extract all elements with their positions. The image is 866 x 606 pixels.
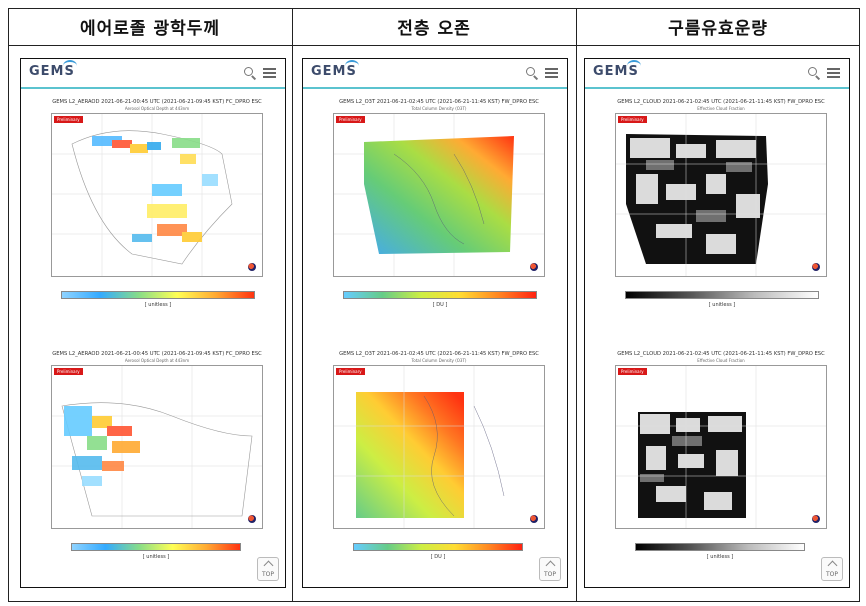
preliminary-badge: Preliminary (618, 368, 647, 375)
app-header: GEMS (303, 59, 567, 89)
map-image[interactable]: Preliminary (333, 113, 545, 277)
chevron-up-icon (827, 560, 838, 571)
product-subtitle: Aerosol Optical Depth at 443nm (124, 106, 190, 111)
app-header: GEMS (585, 59, 849, 89)
aerosol-map-graphic (52, 114, 262, 276)
colorbar (343, 291, 537, 299)
app-header: GEMS (21, 59, 285, 89)
search-icon[interactable] (243, 66, 257, 80)
cloud-map-panel-2: GEMS L2_CLOUD 2021-06-21-02:45 UTC (2021… (615, 351, 827, 541)
preliminary-badge: Preliminary (54, 116, 83, 123)
map-image[interactable]: Preliminary (615, 113, 827, 277)
aerosol-map-panel-1: GEMS L2_AERAOD 2021-06-21-00:45 UTC (202… (51, 99, 263, 289)
ozone-map-panel-2: GEMS L2_O3T 2021-06-21-02:45 UTC (2021-0… (333, 351, 545, 541)
search-icon[interactable] (525, 66, 539, 80)
kma-logo (248, 263, 256, 271)
cloud-map-graphic (616, 114, 826, 276)
gems-logo[interactable]: GEMS (593, 60, 641, 79)
product-subtitle: Aerosol Optical Depth at 443nm (124, 358, 190, 363)
colorbar (635, 543, 805, 551)
product-subtitle: Effective Cloud Fraction (697, 106, 745, 111)
product-title: GEMS L2_O3T 2021-06-21-02:45 UTC (2021-0… (339, 99, 539, 105)
header-cloud: 구름유효운량 (576, 8, 860, 46)
scroll-top-button[interactable]: TOP (821, 557, 843, 581)
gems-logo[interactable]: GEMS (29, 60, 77, 79)
map-image[interactable]: Preliminary (333, 365, 545, 529)
colorbar-label: [ unitless ] (142, 554, 170, 560)
ozone-map-graphic (334, 114, 544, 276)
kma-logo (530, 263, 538, 271)
colorbar (353, 543, 523, 551)
preliminary-badge: Preliminary (336, 368, 365, 375)
menu-icon[interactable] (263, 66, 277, 80)
product-subtitle: Effective Cloud Fraction (697, 358, 745, 363)
search-icon[interactable] (807, 66, 821, 80)
colorbar-label: [ DU ] (432, 302, 448, 308)
cloud-map-graphic (616, 366, 826, 528)
product-subtitle: Total Column Density (O3T) (411, 106, 467, 111)
product-subtitle: Total Column Density (O3T) (411, 358, 467, 363)
comparison-table (8, 8, 860, 602)
colorbar-label: [ unitless ] (708, 302, 736, 308)
map-image[interactable]: Preliminary (51, 113, 263, 277)
aerosol-map-graphic (52, 366, 262, 528)
colorbar (71, 543, 241, 551)
kma-logo (812, 263, 820, 271)
preliminary-badge: Preliminary (54, 368, 83, 375)
kma-logo (812, 515, 820, 523)
menu-icon[interactable] (827, 66, 841, 80)
phone-ozone: GEMS GEMS L2_O3T 2021-06-21-02:45 UTC (2… (302, 58, 568, 588)
map-image[interactable]: Preliminary (51, 365, 263, 529)
map-image[interactable]: Preliminary (615, 365, 827, 529)
preliminary-badge: Preliminary (336, 116, 365, 123)
column-divider (292, 8, 293, 602)
header-ozone: 전층 오존 (292, 8, 576, 46)
phone-aerosol: GEMS GEMS L2_AERAOD 2021-06-21-00:45 UTC… (20, 58, 286, 588)
column-divider (576, 8, 577, 602)
aerosol-map-panel-2: GEMS L2_AERAOD 2021-06-21-00:45 UTC (202… (51, 351, 263, 541)
scroll-top-button[interactable]: TOP (257, 557, 279, 581)
ozone-map-panel-1: GEMS L2_O3T 2021-06-21-02:45 UTC (2021-0… (333, 99, 545, 289)
product-title: GEMS L2_O3T 2021-06-21-02:45 UTC (2021-0… (339, 351, 539, 357)
colorbar-label: [ DU ] (430, 554, 446, 560)
colorbar (625, 291, 819, 299)
menu-icon[interactable] (545, 66, 559, 80)
colorbar (61, 291, 255, 299)
phone-cloud: GEMS GEMS L2_CLOUD 2021-06-21-02:45 UTC … (584, 58, 850, 588)
product-title: GEMS L2_CLOUD 2021-06-21-02:45 UTC (2021… (617, 99, 825, 105)
colorbar-label: [ unitless ] (144, 302, 172, 308)
product-title: GEMS L2_CLOUD 2021-06-21-02:45 UTC (2021… (617, 351, 825, 357)
product-title: GEMS L2_AERAOD 2021-06-21-00:45 UTC (202… (52, 99, 262, 105)
header-aerosol: 에어로졸 광학두께 (8, 8, 292, 46)
preliminary-badge: Preliminary (618, 116, 647, 123)
kma-logo (248, 515, 256, 523)
colorbar-label: [ unitless ] (706, 554, 734, 560)
scroll-top-button[interactable]: TOP (539, 557, 561, 581)
kma-logo (530, 515, 538, 523)
cloud-map-panel-1: GEMS L2_CLOUD 2021-06-21-02:45 UTC (2021… (615, 99, 827, 289)
chevron-up-icon (263, 560, 274, 571)
chevron-up-icon (545, 560, 556, 571)
ozone-map-graphic (334, 366, 544, 528)
product-title: GEMS L2_AERAOD 2021-06-21-00:45 UTC (202… (52, 351, 262, 357)
gems-logo[interactable]: GEMS (311, 60, 359, 79)
